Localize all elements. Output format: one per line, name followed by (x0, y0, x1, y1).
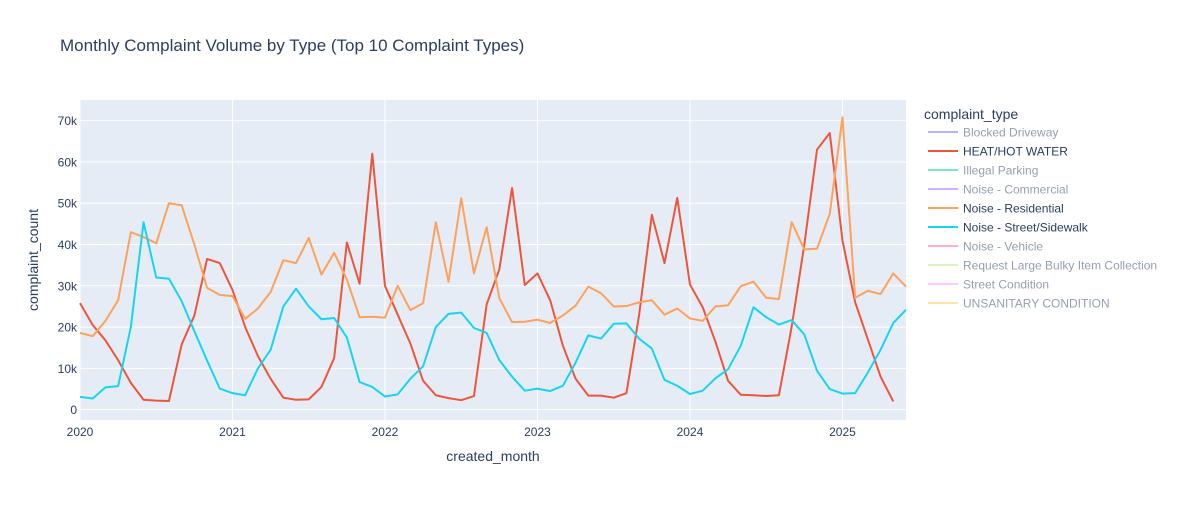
legend-label: HEAT/HOT WATER (963, 145, 1068, 159)
y-tick-label: 40k (58, 238, 78, 252)
legend-label: Noise - Vehicle (963, 240, 1043, 254)
legend-item-noise-vehicle[interactable]: Noise - Vehicle (928, 240, 1043, 254)
legend-label: Illegal Parking (963, 164, 1038, 178)
legend-item-request-large-bulky-item-collection[interactable]: Request Large Bulky Item Collection (928, 259, 1157, 273)
series-line-noise-residential (79, 116, 907, 338)
series-line-heat-hot-water (79, 132, 895, 403)
chart-title: Monthly Complaint Volume by Type (Top 10… (60, 36, 524, 55)
legend-item-street-condition[interactable]: Street Condition (928, 278, 1049, 292)
legend: complaint_type Blocked Driveway HEAT/HOT … (924, 106, 1157, 311)
legend-item-noise-street-sidewalk[interactable]: Noise - Street/Sidewalk (928, 221, 1089, 235)
y-tick-label: 0 (70, 403, 77, 417)
legend-label: Noise - Commercial (963, 183, 1068, 197)
x-tick-label: 2025 (829, 425, 856, 439)
y-tick-label: 70k (58, 114, 78, 128)
legend-item-noise-residential[interactable]: Noise - Residential (928, 202, 1064, 216)
y-tick-label: 50k (58, 197, 78, 211)
legend-label: Street Condition (963, 278, 1049, 292)
legend-item-blocked-driveway[interactable]: Blocked Driveway (928, 126, 1058, 140)
x-tick-label: 2021 (219, 425, 246, 439)
legend-item-illegal-parking[interactable]: Illegal Parking (928, 164, 1038, 178)
legend-item-unsanitary-condition[interactable]: UNSANITARY CONDITION (928, 297, 1110, 311)
tick-layer: 0 10k 20k 30k 40k 50k 60k 70k 2020 2021 2022 2023 20… (58, 114, 856, 439)
series-line-noise-street-sidewalk (79, 221, 907, 400)
y-tick-label: 30k (58, 279, 78, 293)
y-tick-label: 60k (58, 155, 78, 169)
series-layer (79, 116, 907, 403)
legend-label: UNSANITARY CONDITION (963, 297, 1110, 311)
legend-label: Request Large Bulky Item Collection (963, 259, 1157, 273)
x-tick-label: 2024 (677, 425, 704, 439)
y-tick-label: 10k (58, 362, 78, 376)
legend-item-heat-hot-water[interactable]: HEAT/HOT WATER (928, 145, 1068, 159)
legend-items: Blocked Driveway HEAT/HOT WATER Illegal Pa… (928, 126, 1157, 311)
x-tick-label: 2020 (67, 425, 94, 439)
legend-item-noise-commercial[interactable]: Noise - Commercial (928, 183, 1068, 197)
y-tick-label: 20k (58, 321, 78, 335)
legend-title: complaint_type (924, 106, 1018, 122)
x-tick-label: 2022 (372, 425, 399, 439)
legend-label: Noise - Street/Sidewalk (963, 221, 1089, 235)
grid-layer (79, 100, 906, 420)
x-tick-label: 2023 (524, 425, 551, 439)
x-axis-label: created_month (446, 448, 539, 464)
legend-label: Noise - Residential (963, 202, 1064, 216)
legend-label: Blocked Driveway (963, 126, 1058, 140)
y-axis-label: complaint_count (25, 209, 41, 311)
